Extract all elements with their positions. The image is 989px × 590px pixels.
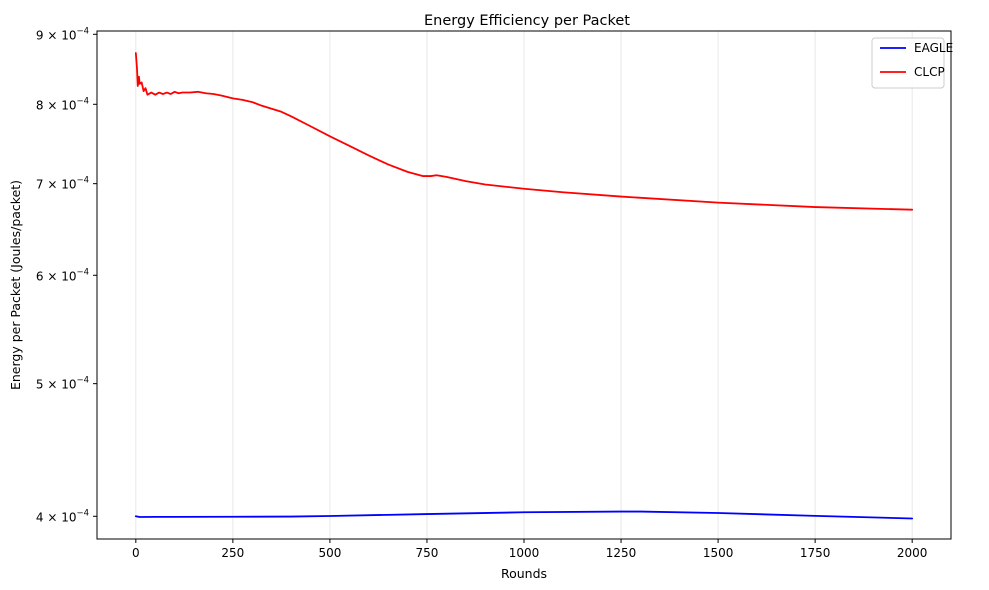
series-line-eagle xyxy=(134,510,914,520)
legend-label-clcp: CLCP xyxy=(914,65,945,79)
y-tick-label-6: 6 × 10−4 xyxy=(36,267,89,283)
x-tick-label-0: 0 xyxy=(132,546,140,560)
x-tick-label-2000: 2000 xyxy=(897,546,928,560)
legend-label-eagle: EAGLE xyxy=(914,41,953,55)
x-tick-label-250: 250 xyxy=(221,546,244,560)
legend: EAGLE CLCP xyxy=(871,37,953,89)
y-tick-label-7: 7 × 10−4 xyxy=(36,176,89,192)
grid-lines xyxy=(135,31,913,539)
plot-series xyxy=(134,52,914,520)
x-tick-label-1500: 1500 xyxy=(703,546,734,560)
y-tick-label-5: 5 × 10−4 xyxy=(36,376,89,392)
x-tick-label-1250: 1250 xyxy=(606,546,637,560)
chart-title: Energy Efficiency per Packet xyxy=(424,13,630,29)
y-axis-title: Energy per Packet (Joules/packet) xyxy=(8,180,23,390)
x-tick-label-1750: 1750 xyxy=(800,546,831,560)
y-tick-label-8: 8 × 10−4 xyxy=(36,96,89,112)
x-tick-label-1000: 1000 xyxy=(509,546,540,560)
x-axis-ticks: 0 250 500 750 1000 1250 1500 1750 2000 xyxy=(132,539,927,560)
y-axis-ticks: 4 × 10−4 5 × 10−4 6 × 10−4 7 × 10−4 8 × 10−4… xyxy=(36,26,97,524)
x-tick-label-750: 750 xyxy=(416,546,439,560)
y-tick-label-4: 4 × 10−4 xyxy=(36,508,89,524)
x-axis-title: Rounds xyxy=(501,566,547,581)
legend-box xyxy=(871,37,945,89)
y-tick-label-9: 9 × 10−4 xyxy=(36,26,89,42)
x-tick-label-500: 500 xyxy=(318,546,341,560)
series-line-clcp xyxy=(134,52,914,211)
